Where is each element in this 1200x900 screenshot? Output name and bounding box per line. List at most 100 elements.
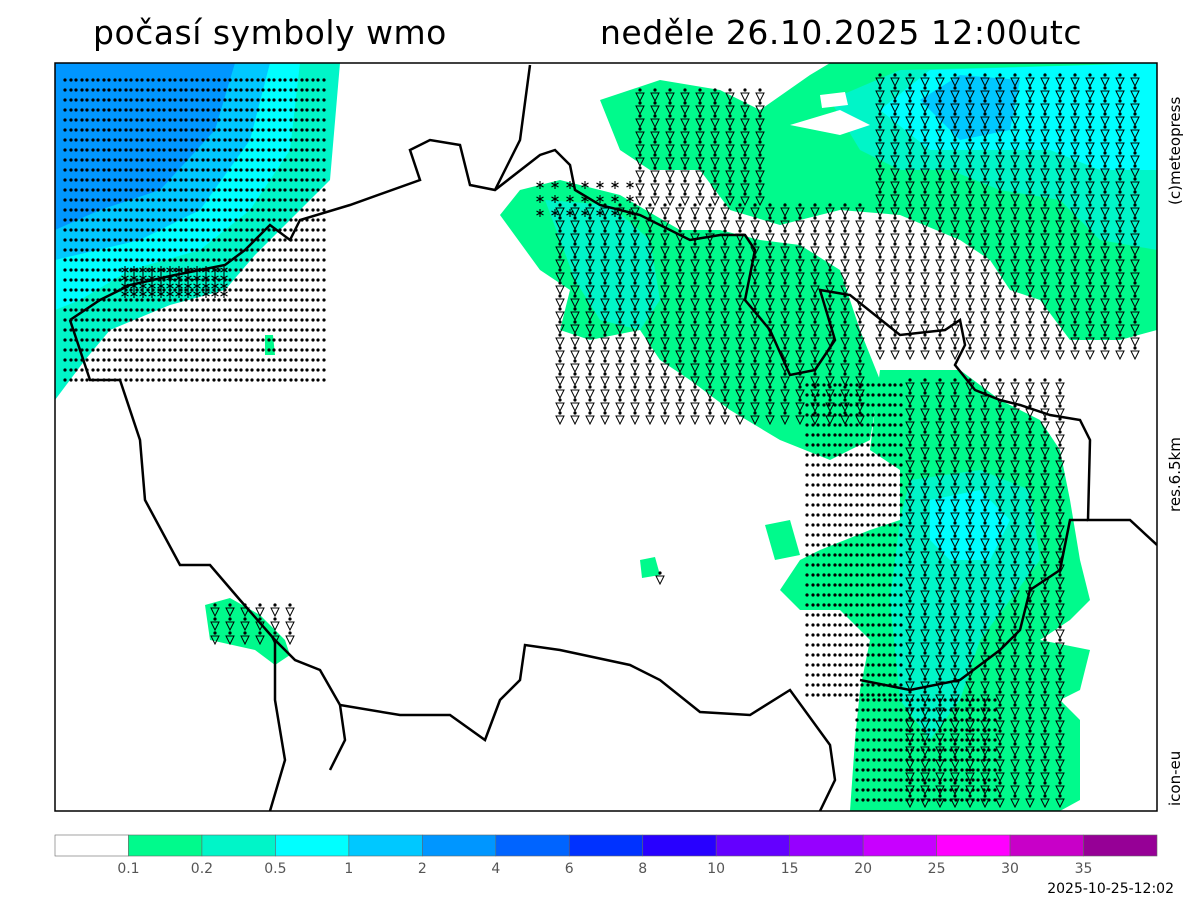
drizzle-symbol bbox=[228, 228, 238, 232]
drizzle-symbol bbox=[272, 78, 282, 82]
rain-shower-symbol bbox=[600, 294, 610, 309]
drizzle-symbol bbox=[118, 228, 128, 232]
drizzle-symbol bbox=[140, 188, 150, 192]
drizzle-symbol bbox=[195, 298, 205, 302]
rain-shower-symbol bbox=[690, 385, 700, 400]
drizzle-symbol bbox=[195, 358, 205, 362]
drizzle-symbol bbox=[849, 463, 859, 467]
rain-shower-symbol bbox=[600, 255, 610, 270]
rain-shower-symbol bbox=[630, 255, 640, 270]
rain-shower-symbol bbox=[840, 268, 850, 283]
drizzle-symbol bbox=[96, 128, 106, 132]
rain-shower-symbol bbox=[890, 346, 900, 361]
drizzle-symbol bbox=[74, 98, 84, 102]
drizzle-symbol bbox=[860, 513, 870, 517]
rain-shower-symbol bbox=[840, 281, 850, 296]
drizzle-symbol bbox=[294, 148, 304, 152]
drizzle-symbol bbox=[228, 128, 238, 132]
rain-shower-symbol bbox=[660, 333, 670, 348]
drizzle-symbol bbox=[228, 318, 238, 322]
rain-shower-symbol bbox=[635, 140, 645, 155]
rain-shower-symbol bbox=[570, 281, 580, 296]
drizzle-symbol bbox=[860, 483, 870, 487]
drizzle-symbol bbox=[816, 693, 826, 697]
drizzle-symbol bbox=[272, 238, 282, 242]
drizzle-symbol bbox=[849, 493, 859, 497]
drizzle-symbol bbox=[63, 98, 73, 102]
rain-shower-symbol bbox=[680, 127, 690, 142]
drizzle-symbol bbox=[283, 148, 293, 152]
drizzle-symbol bbox=[217, 98, 227, 102]
rain-shower-symbol bbox=[1040, 333, 1050, 348]
drizzle-symbol bbox=[228, 78, 238, 82]
rain-shower-symbol bbox=[995, 378, 1005, 393]
drizzle-symbol bbox=[261, 178, 271, 182]
rain-shower-symbol bbox=[780, 346, 790, 361]
drizzle-symbol bbox=[74, 328, 84, 332]
rain-shower-symbol bbox=[680, 192, 690, 207]
drizzle-symbol bbox=[316, 138, 326, 142]
rain-shower-symbol bbox=[780, 398, 790, 413]
drizzle-symbol bbox=[827, 643, 837, 647]
rain-shower-symbol bbox=[810, 320, 820, 335]
drizzle-symbol bbox=[316, 338, 326, 342]
drizzle-symbol bbox=[283, 178, 293, 182]
rain-shower-symbol bbox=[935, 333, 945, 348]
rain-shower-symbol bbox=[570, 203, 580, 218]
drizzle-symbol bbox=[118, 178, 128, 182]
rain-shower-symbol bbox=[1010, 346, 1020, 361]
drizzle-symbol bbox=[107, 208, 117, 212]
drizzle-symbol bbox=[151, 148, 161, 152]
drizzle-symbol bbox=[96, 238, 106, 242]
drizzle-symbol bbox=[272, 208, 282, 212]
rain-shower-symbol bbox=[675, 372, 685, 387]
rain-shower-symbol bbox=[1055, 417, 1065, 432]
rain-shower-symbol bbox=[600, 281, 610, 296]
drizzle-symbol bbox=[96, 368, 106, 372]
drizzle-symbol bbox=[118, 258, 128, 262]
rain-shower-symbol bbox=[660, 385, 670, 400]
drizzle-symbol bbox=[140, 198, 150, 202]
drizzle-symbol bbox=[305, 238, 315, 242]
drizzle-symbol bbox=[74, 268, 84, 272]
rain-shower-symbol bbox=[555, 372, 565, 387]
drizzle-symbol bbox=[96, 318, 106, 322]
drizzle-symbol bbox=[107, 328, 117, 332]
drizzle-symbol bbox=[261, 78, 271, 82]
drizzle-symbol bbox=[184, 118, 194, 122]
rain-shower-symbol bbox=[825, 203, 835, 218]
legend-swatch bbox=[422, 834, 497, 857]
drizzle-symbol bbox=[195, 88, 205, 92]
rain-shower-symbol bbox=[1115, 346, 1125, 361]
drizzle-symbol bbox=[151, 138, 161, 142]
rain-shower-symbol bbox=[615, 320, 625, 335]
drizzle-symbol bbox=[283, 378, 293, 382]
drizzle-symbol bbox=[882, 463, 892, 467]
rain-shower-symbol bbox=[750, 203, 760, 218]
drizzle-symbol bbox=[173, 348, 183, 352]
drizzle-symbol bbox=[140, 98, 150, 102]
rain-shower-symbol bbox=[935, 281, 945, 296]
rain-shower-symbol bbox=[750, 333, 760, 348]
rain-shower-symbol bbox=[795, 333, 805, 348]
drizzle-symbol bbox=[118, 218, 128, 222]
precip-area-n-aqua bbox=[545, 200, 660, 330]
drizzle-symbol bbox=[239, 278, 249, 282]
drizzle-symbol bbox=[217, 328, 227, 332]
drizzle-symbol bbox=[129, 178, 139, 182]
rain-shower-symbol bbox=[810, 346, 820, 361]
drizzle-symbol bbox=[140, 138, 150, 142]
rain-shower-symbol bbox=[690, 346, 700, 361]
rain-shower-symbol bbox=[1040, 320, 1050, 335]
drizzle-symbol bbox=[129, 98, 139, 102]
drizzle-symbol bbox=[96, 138, 106, 142]
rain-shower-symbol bbox=[995, 281, 1005, 296]
rain-shower-symbol bbox=[920, 281, 930, 296]
rain-shower-symbol bbox=[855, 242, 865, 257]
drizzle-symbol bbox=[305, 298, 315, 302]
drizzle-symbol bbox=[151, 358, 161, 362]
drizzle-symbol bbox=[162, 298, 172, 302]
drizzle-symbol bbox=[217, 378, 227, 382]
rain-shower-symbol bbox=[855, 281, 865, 296]
drizzle-symbol bbox=[261, 348, 271, 352]
